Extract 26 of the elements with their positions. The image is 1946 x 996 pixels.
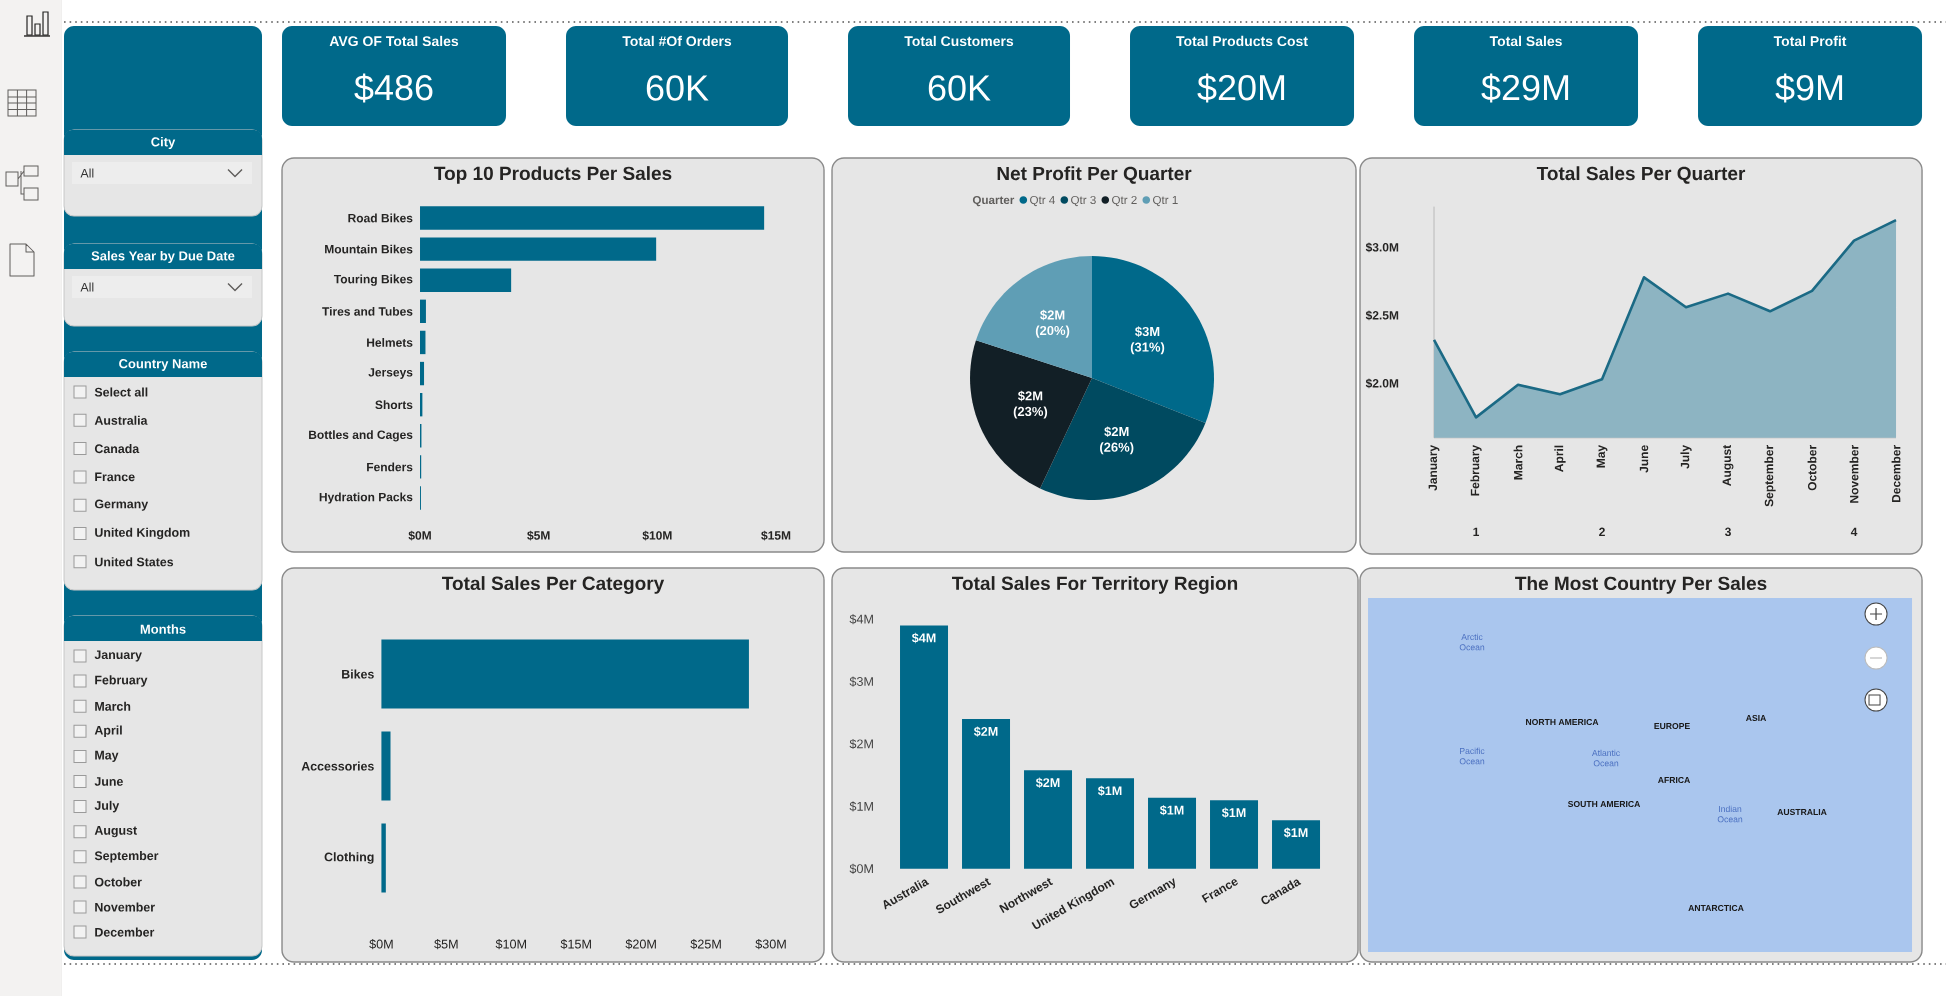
bar [420, 237, 657, 261]
chart-title: Top 10 Products Per Sales [434, 166, 672, 184]
bar [420, 299, 426, 324]
bar [962, 719, 1011, 869]
bar [1148, 797, 1197, 869]
bar [420, 330, 426, 355]
bar [381, 639, 749, 709]
bar [381, 731, 391, 801]
text: $486 [354, 73, 433, 103]
bar [1272, 820, 1321, 869]
text: $20M [1197, 73, 1285, 103]
chart-title: Total Sales Per Quarter [1536, 166, 1746, 184]
text: 60K [646, 75, 709, 101]
text: The Most Country Per Sales [1515, 576, 1767, 594]
text: 60K [928, 75, 991, 101]
text: $29M [1481, 73, 1569, 103]
bar [420, 268, 512, 292]
chart-title: Net Profit Per Quarter [997, 166, 1192, 184]
bar [1210, 800, 1259, 869]
bar [420, 206, 765, 230]
bar [1086, 778, 1135, 869]
chart-title: Total Sales For Territory Region [952, 576, 1238, 594]
chart-title: Total Sales Per Category [442, 576, 665, 594]
bar [900, 625, 949, 869]
bar [1024, 770, 1073, 869]
text: $9M [1775, 73, 1843, 103]
